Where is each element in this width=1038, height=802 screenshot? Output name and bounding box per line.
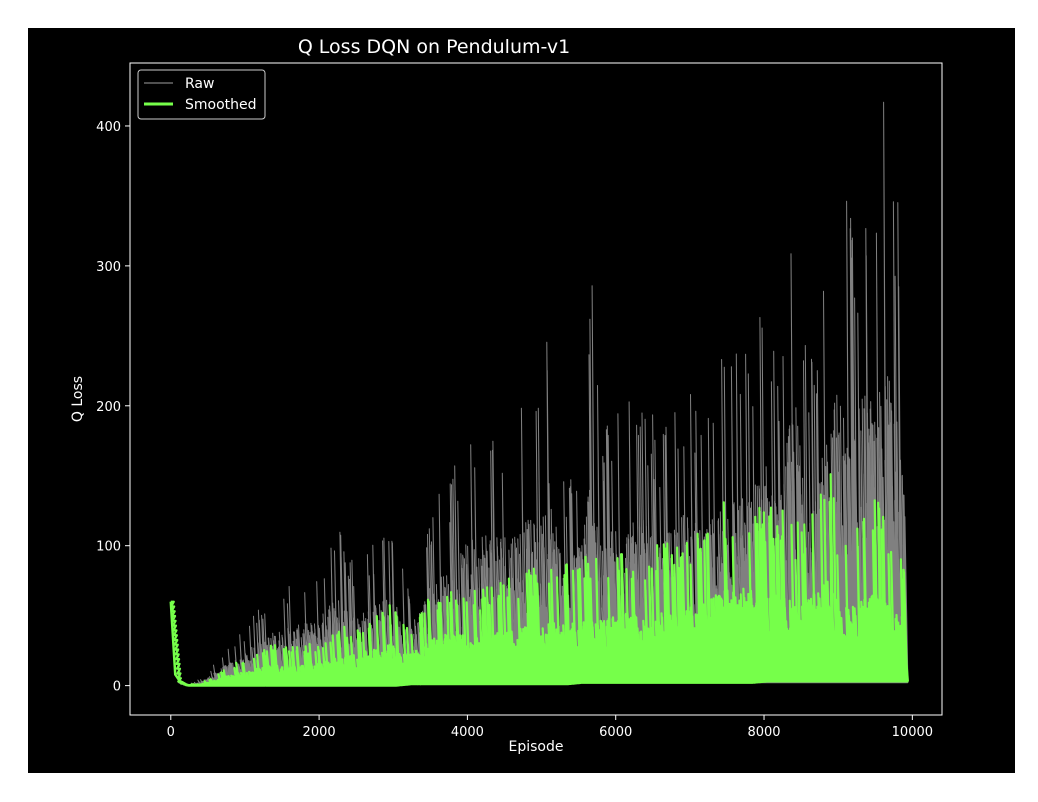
x-axis: 0 2000 4000 6000 8000 10000 <box>167 715 933 740</box>
y-tick-label: 0 <box>113 680 121 695</box>
y-axis-label: Q Loss <box>70 376 86 422</box>
x-tick-label: 10000 <box>892 725 933 740</box>
y-tick-label: 400 <box>96 120 121 135</box>
x-tick-label: 6000 <box>599 725 632 740</box>
smoothed-line <box>170 473 909 687</box>
y-tick-label: 100 <box>96 540 121 555</box>
smoothed-series <box>169 473 909 687</box>
legend-label-smoothed: Smoothed <box>185 97 257 113</box>
x-tick-label: 4000 <box>451 725 484 740</box>
y-tick-label: 200 <box>96 400 121 415</box>
x-tick-label: 0 <box>167 725 175 740</box>
legend-label-raw: Raw <box>185 76 214 92</box>
x-tick-label: 2000 <box>303 725 336 740</box>
chart-title: Q Loss DQN on Pendulum-v1 <box>298 36 570 58</box>
chart-figure: 0 2000 4000 6000 8000 10000 0 100 200 300 400 Q L… <box>28 28 1015 773</box>
smoothed-initial-spike <box>169 601 183 685</box>
legend-box <box>137 69 266 120</box>
plot-frame <box>129 62 943 716</box>
y-tick-label: 300 <box>96 260 121 275</box>
x-tick-label: 8000 <box>747 725 780 740</box>
x-axis-label: Episode <box>509 739 564 755</box>
legend: Raw Smoothed <box>137 69 266 120</box>
y-axis: 0 100 200 300 400 <box>96 120 130 695</box>
chart-canvas: 0 2000 4000 6000 8000 10000 0 100 200 300 400 Q L… <box>70 36 943 755</box>
